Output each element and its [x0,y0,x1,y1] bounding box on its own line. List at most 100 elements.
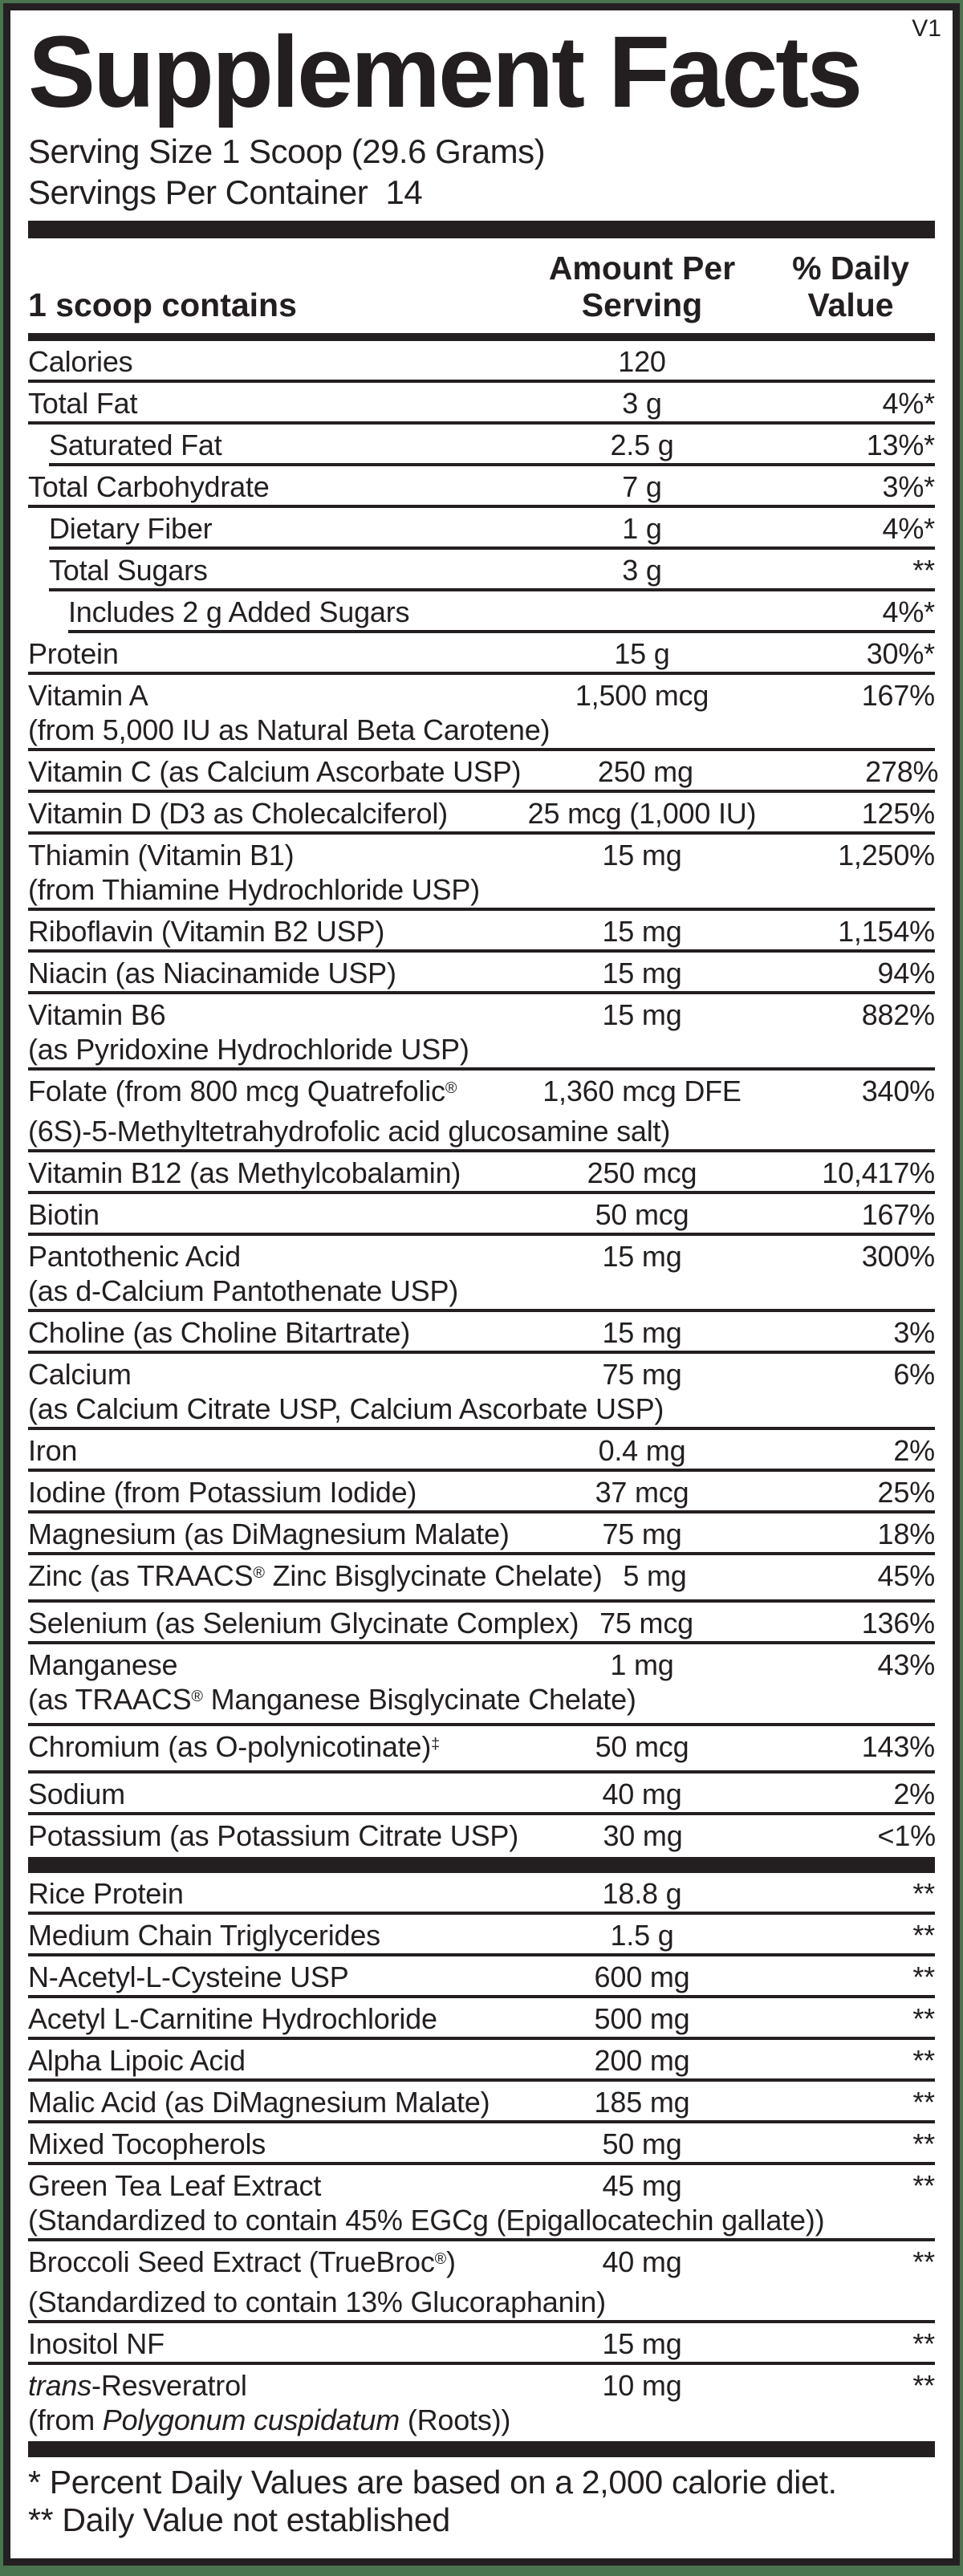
nutrient-daily-value: 136% [861,1607,935,1639]
nutrient-amount: 25 mcg (1,000 IU) [527,797,757,830]
table-row: Acetyl L-Carnitine Hydrochloride 500 mg ** [28,1998,935,2040]
nutrient-amount: 1 mg [610,1648,674,1681]
table-header-row: 1 scoop contains Amount Per Serving % Da… [28,238,935,333]
nutrient-amount: 15 mg [602,1316,682,1349]
table-row: Vitamin B12 (as Methylcobalamin) 250 mcg 1… [28,1152,935,1194]
table-row: Alpha Lipoic Acid 200 mg ** [28,2040,935,2082]
nutrient-daily-value: 10,417% [822,1156,935,1189]
nutrient-name: Includes 2 g Added Sugars [68,595,410,628]
nutrient-daily-value: ** [912,1960,935,1993]
nutrient-daily-value: 6% [893,1358,935,1391]
nutrient-name: Inositol NF [28,2327,165,2360]
nutrient-daily-value: <1% [877,1819,937,1852]
table-row: Selenium (as Selenium Glycinate Complex)… [28,1603,935,1644]
nutrient-name: Medium Chain Triglycerides [28,1919,380,1952]
table-row: Calcium 75 mg 6% (as Calcium Citrate USP, C… [28,1354,935,1430]
nutrient-name: Protein [28,637,119,670]
nutrient-name-detail: (Standardized to contain 13% Glucoraphan… [28,2285,606,2318]
thick-divider-section [28,1857,935,1873]
table-row: Choline (as Choline Bitartrate) 15 mg 3% [28,1312,935,1354]
nutrient-amount: 15 g [614,637,670,670]
table-row: Zinc (as TRAACS® Zinc Bisglycinate Chela… [28,1555,935,1603]
nutrient-amount: 1,500 mcg [575,679,709,712]
nutrient-name: Vitamin C (as Calcium Ascorbate USP) [28,755,522,788]
nutrient-name: Calories [28,345,133,378]
page-title: Supplement Facts [28,15,863,128]
nutrient-amount: 250 mg [597,755,693,788]
servings-per-container: Servings Per Container 14 [28,173,423,211]
nutrient-daily-value: ** [912,2245,935,2278]
table-row: Vitamin D (D3 as Cholecalciferol) 25 mcg … [28,793,935,835]
nutrient-daily-value: 13%* [866,429,935,461]
nutrient-daily-value: ** [912,2327,935,2360]
table-row: Pantothenic Acid 15 mg 300% (as d-Calcium P… [28,1236,935,1312]
nutrient-daily-value: 167% [861,679,935,712]
nutrient-amount: 75 mcg [599,1607,693,1639]
nutrient-name: Vitamin D (D3 as Cholecalciferol) [28,797,448,830]
nutrient-name: Sodium [28,1778,125,1810]
nutrient-name: Chromium (as O-polynicotinate)‡ [28,1730,440,1763]
table-row: Mixed Tocopherols 50 mg ** [28,2123,935,2165]
nutrient-name: N-Acetyl-L-Cysteine USP [28,1960,349,1993]
table-row: Total Carbohydrate 7 g 3%* [28,466,935,508]
nutrient-amount: 15 mg [602,2327,682,2360]
table-row: Chromium (as O-polynicotinate)‡ 50 mcg 143… [28,1726,935,1774]
table-section: Rice Protein 18.8 g ** Medium Chain Triglyc… [28,1873,935,2441]
nutrient-daily-value: ** [912,1919,935,1952]
nutrient-amount: 250 mcg [587,1156,697,1189]
nutrient-amount: 50 mcg [595,1730,689,1763]
table-row: Riboflavin (Vitamin B2 USP) 15 mg 1,154% [28,911,935,953]
nutrient-name: Malic Acid (as DiMagnesium Malate) [28,2086,490,2119]
nutrient-daily-value: 278% [865,755,939,788]
thick-divider-top [28,221,935,238]
nutrient-name: Acetyl L-Carnitine Hydrochloride [28,2002,437,2035]
nutrient-name-detail: (as Pyridoxine Hydrochloride USP) [28,1033,469,1066]
table-row: Magnesium (as DiMagnesium Malate) 75 mg 18… [28,1514,935,1555]
nutrient-name: Rice Protein [28,1877,184,1910]
nutrient-daily-value: 25% [877,1476,936,1509]
nutrient-name: Iron [28,1434,78,1467]
nutrient-daily-value: 4%* [882,595,936,628]
nutrient-name: trans-Resveratrol [28,2369,247,2402]
nutrient-amount: 30 mg [603,1819,683,1852]
table-row: Manganese 1 mg 43% (as TRAACS® Manganese Bi… [28,1644,935,1726]
serving-size: Serving Size 1 Scoop (29.6 Grams) [28,132,546,170]
nutrient-daily-value: ** [912,2086,935,2119]
nutrient-daily-value: 340% [861,1075,935,1107]
nutrient-name: Mixed Tocopherols [28,2127,266,2160]
nutrient-daily-value: ** [912,2044,935,2077]
nutrient-amount: 185 mg [594,2086,690,2119]
nutrient-daily-value: ** [912,1877,935,1910]
nutrient-daily-value: 4%* [882,512,936,545]
nutrient-amount: 15 mg [602,957,682,989]
nutrient-name: Vitamin B6 [28,998,166,1031]
nutrient-amount: 1.5 g [610,1919,674,1952]
supplement-facts-label: V1 Supplement Facts Serving Size 1 Scoop… [3,3,960,2566]
nutrient-amount: 7 g [622,470,662,503]
table-section: Calories 120 Total Fat 3 g 4%* Saturated Fat 2… [28,341,939,1857]
nutrient-amount: 45 mg [602,2169,682,2202]
nutrient-amount: 500 mg [594,2002,690,2035]
nutrient-daily-value: 300% [861,1240,935,1273]
nutrient-amount: 40 mg [602,2245,682,2278]
nutrient-name: Dietary Fiber [49,512,213,545]
table-row: Sodium 40 mg 2% [28,1774,935,1815]
nutrient-name: Iodine (from Potassium Iodide) [28,1476,417,1509]
nutrient-amount: 50 mcg [595,1198,689,1231]
nutrient-amount: 15 mg [602,998,682,1031]
table-row: Folate (from 800 mcg Quatrefolic® 1,360 m… [28,1071,935,1152]
nutrient-daily-value: 18% [877,1518,936,1550]
column-header-contains: 1 scoop contains [28,286,297,323]
nutrient-name: Choline (as Choline Bitartrate) [28,1316,411,1349]
table-row: Protein 15 g 30%* [28,633,935,675]
nutrient-name: Vitamin B12 (as Methylcobalamin) [28,1156,461,1189]
footnote-line: ** Daily Value not established [28,2501,450,2538]
nutrient-daily-value: 1,154% [838,915,935,948]
nutrient-amount: 1 g [622,512,662,545]
table-row: Vitamin C (as Calcium Ascorbate USP) 250 … [28,751,939,793]
nutrient-amount: 37 mcg [595,1476,689,1509]
nutrient-name: Riboflavin (Vitamin B2 USP) [28,915,385,948]
thick-divider-footnotes [28,2441,935,2457]
nutrient-name: Niacin (as Niacinamide USP) [28,957,396,989]
nutrient-amount: 600 mg [594,1960,690,1993]
